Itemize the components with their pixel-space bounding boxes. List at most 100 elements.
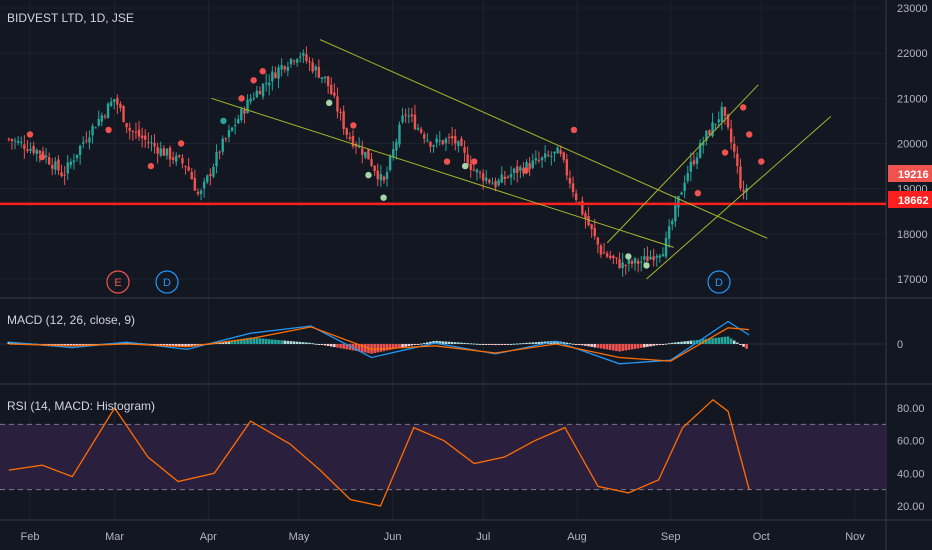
candle-body <box>209 174 212 176</box>
candle-body <box>94 127 97 129</box>
macd-histogram-bar <box>525 342 528 344</box>
candle-body <box>633 258 637 264</box>
candle-body <box>323 76 327 79</box>
candles <box>7 46 748 277</box>
candle-body <box>543 153 547 158</box>
candle-body <box>630 261 634 264</box>
macd-histogram-bar <box>404 344 407 347</box>
macd-histogram-bar <box>271 339 274 344</box>
signal-dot <box>643 262 650 269</box>
macd-histogram-bar <box>413 344 417 345</box>
candle-body <box>475 169 479 173</box>
candle-body <box>348 137 352 139</box>
candle-body <box>574 193 578 200</box>
macd-histogram-bar <box>193 344 197 347</box>
macd-histogram-bar <box>674 342 677 344</box>
candle-body <box>674 204 677 222</box>
macd-histogram-bar <box>655 344 659 346</box>
candle-body <box>261 83 265 97</box>
event-marker-circle <box>707 270 731 294</box>
macd-histogram-bar <box>646 344 649 347</box>
macd-histogram-bar <box>720 337 724 344</box>
candle-body <box>187 166 190 171</box>
macd-histogram-bar <box>69 344 73 347</box>
candle-body <box>134 131 138 133</box>
candle-body <box>218 151 221 153</box>
macd-histogram-bar <box>562 342 566 344</box>
macd-histogram-bar <box>584 344 587 346</box>
candle-body <box>519 166 522 171</box>
candle-body <box>206 175 209 183</box>
macd-histogram-bar <box>522 343 525 345</box>
candle-body <box>32 146 35 153</box>
candle-body <box>78 145 82 155</box>
macd-histogram-bar <box>497 344 500 345</box>
macd-histogram-bar <box>540 341 544 344</box>
candle-body <box>268 82 271 86</box>
candle-body <box>280 64 283 70</box>
candle-body <box>286 66 290 71</box>
candle-body <box>88 137 91 143</box>
candle-body <box>116 97 119 105</box>
macd-histogram-bar <box>345 344 349 350</box>
signal-dot <box>694 189 702 197</box>
y-tick-label: 21000 <box>897 93 928 105</box>
candle-body <box>51 164 54 169</box>
macd-histogram-bar <box>354 344 358 351</box>
candle-body <box>100 115 104 122</box>
candle-body <box>212 166 215 177</box>
macd-histogram-bar <box>243 338 246 344</box>
candle-body <box>274 72 277 78</box>
candle-body <box>23 144 26 150</box>
macd-histogram-bar <box>460 342 463 344</box>
candle-body <box>652 256 655 261</box>
macd-histogram-bar <box>233 339 237 344</box>
candle-body <box>308 61 311 63</box>
x-tick-label: Mar <box>105 531 124 543</box>
candle-body <box>85 140 88 142</box>
candle-body <box>13 140 17 142</box>
macd-histogram-bar <box>171 344 175 346</box>
macd-histogram-bar <box>153 344 156 345</box>
candle-body <box>292 60 296 62</box>
candle-body <box>264 82 268 84</box>
macd-histogram-bar <box>261 338 265 344</box>
downtrend-upper <box>319 39 768 239</box>
macd-histogram-bar <box>280 340 283 344</box>
candle-body <box>429 141 432 147</box>
candle-body <box>63 174 66 176</box>
macd-histogram-bar <box>435 340 438 344</box>
candle-body <box>401 115 404 123</box>
candle-body <box>125 123 128 128</box>
rsi-y-tick-label: 40.00 <box>897 468 925 480</box>
macd-histogram-bar <box>568 343 572 345</box>
macd-histogram-bar <box>500 344 504 345</box>
macd-histogram-bar <box>230 340 234 344</box>
candle-body <box>534 158 538 161</box>
macd-histogram-bar <box>444 341 448 344</box>
macd-histogram-bar <box>742 344 745 347</box>
candle-body <box>568 177 572 184</box>
svg-text:19216: 19216 <box>898 169 929 181</box>
candle-body <box>373 165 376 172</box>
macd-histogram-bar <box>714 337 717 344</box>
macd-histogram-bar <box>236 339 240 344</box>
x-tick-label: Nov <box>845 531 865 543</box>
macd-histogram-bar <box>264 338 268 344</box>
signal-dot <box>461 162 469 170</box>
signal-dot <box>443 158 451 165</box>
candle-body <box>565 159 569 176</box>
event-marker-circle <box>155 270 179 294</box>
macd-histogram-bar <box>305 342 308 344</box>
macd-histogram-bar <box>488 344 491 345</box>
macd-histogram-bar <box>472 343 476 345</box>
macd-histogram-bar <box>534 342 538 344</box>
candle-body <box>708 130 711 135</box>
candle-body <box>726 114 730 128</box>
x-tick-label: Jun <box>384 531 402 543</box>
macd-histogram-bar <box>323 344 327 346</box>
candle-body <box>481 173 485 181</box>
candle-body <box>605 253 609 257</box>
macd-histogram-bar <box>649 344 652 347</box>
